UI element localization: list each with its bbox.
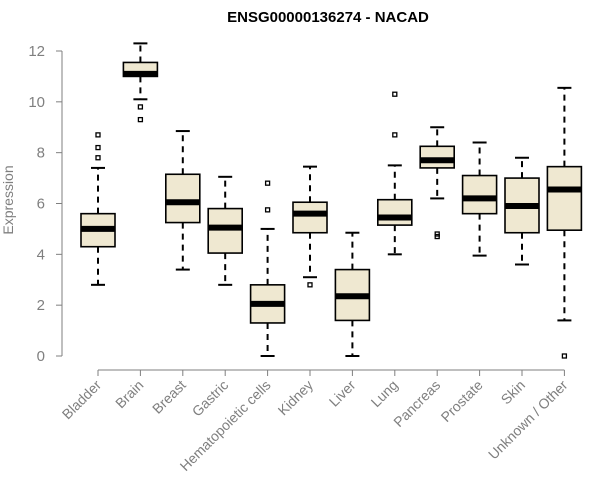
y-tick-label: 12 bbox=[28, 43, 45, 60]
x-tick-label: Pancreas bbox=[390, 377, 443, 430]
box-skin bbox=[504, 156, 540, 266]
y-tick-label: 0 bbox=[37, 348, 45, 365]
y-tick-label: 6 bbox=[37, 196, 45, 213]
iqr-box bbox=[461, 174, 498, 215]
box-series bbox=[80, 42, 583, 359]
y-axis-label: Expression bbox=[0, 165, 16, 234]
x-tick-label: Kidney bbox=[275, 377, 317, 419]
x-tick-label: Lung bbox=[368, 377, 401, 410]
x-tick-label: Brain bbox=[112, 377, 146, 411]
iqr-box bbox=[292, 201, 328, 234]
outlier-point bbox=[561, 353, 568, 359]
outlier-point bbox=[137, 116, 144, 123]
outlier-point bbox=[434, 231, 440, 237]
y-axis: 0 2 4 6 8 10 12 bbox=[28, 43, 63, 365]
iqr-box bbox=[419, 145, 456, 169]
outlier-point bbox=[264, 207, 271, 213]
outlier-point bbox=[392, 132, 398, 138]
x-tick-label: Bladder bbox=[59, 377, 105, 423]
outlier-point bbox=[95, 132, 101, 138]
iqr-box bbox=[546, 165, 583, 231]
x-tick-label: Prostate bbox=[438, 377, 486, 425]
y-tick-label: 8 bbox=[37, 145, 45, 162]
outlier-point bbox=[95, 155, 101, 161]
x-tick-label: Skin bbox=[498, 377, 529, 408]
chart-title: ENSG00000136274 - NACAD bbox=[227, 9, 429, 26]
box-pancreas bbox=[419, 126, 456, 240]
iqr-box bbox=[376, 198, 413, 226]
outlier-point bbox=[307, 282, 313, 288]
box-gastric bbox=[207, 175, 243, 286]
y-tick-label: 10 bbox=[28, 94, 45, 111]
x-tick-label: Breast bbox=[149, 377, 189, 417]
box-kidney bbox=[292, 165, 328, 288]
outlier-point bbox=[264, 180, 271, 186]
x-tick-label: Liver bbox=[326, 377, 359, 410]
y-tick-label: 2 bbox=[37, 297, 45, 314]
outlier-point bbox=[392, 91, 398, 97]
box-unknown-other bbox=[546, 86, 583, 359]
box-lung bbox=[376, 91, 413, 256]
outlier-point bbox=[137, 104, 144, 110]
box-brain bbox=[122, 42, 159, 123]
iqr-box bbox=[207, 207, 243, 254]
box-hematopoietic-cells bbox=[249, 180, 286, 357]
box-breast bbox=[165, 130, 201, 271]
box-bladder bbox=[80, 132, 116, 286]
y-tick-label: 4 bbox=[37, 246, 45, 263]
x-tick-label: Unknown / Other bbox=[485, 377, 571, 463]
box-prostate bbox=[461, 141, 498, 257]
box-liver bbox=[334, 231, 371, 357]
iqr-box bbox=[165, 173, 201, 224]
outlier-point bbox=[95, 144, 101, 151]
